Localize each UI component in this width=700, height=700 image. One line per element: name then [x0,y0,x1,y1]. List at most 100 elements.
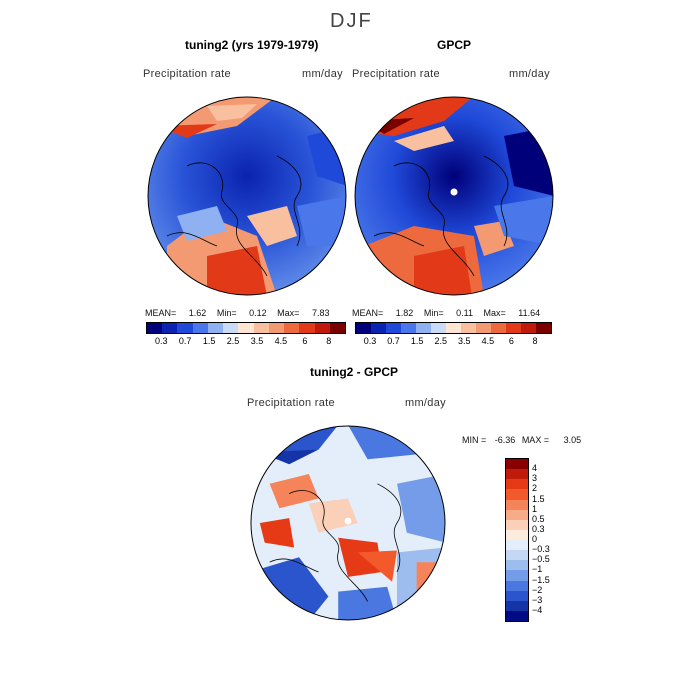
model-variable-label: Precipitation rate [143,68,231,80]
diff-max-label: MAX = [521,435,550,445]
colorbar-swatch [506,550,528,561]
colorbar-tick-label: −0.5 [532,554,550,565]
colorbar-swatch [177,323,193,333]
colorbar-swatch [401,323,416,333]
colorbar-tick-label: 2.5 [434,336,447,346]
diff-polar-map [250,425,446,621]
colorbar-tick-label: −2 [532,584,543,595]
obs-min-value: 0.11 [456,308,473,318]
colorbar-swatch [386,323,401,333]
colorbar-tick-label: −4 [532,604,543,615]
colorbar-swatch [506,580,528,591]
model-min-label: Min= [216,308,237,318]
colorbar-swatch [491,323,506,333]
obs-panel-title: GPCP [437,38,472,52]
colorbar-swatch [314,323,330,333]
colorbar-tick-label: −1 [532,564,543,575]
diff-variable-label: Precipitation rate [247,397,335,409]
diff-min-label: MIN = [462,435,487,445]
colorbar-tick-label: 4.5 [481,336,495,346]
diff-min-value: -6.36 [494,435,516,445]
obs-mean-value: 1.82 [395,308,414,318]
colorbar-swatch [506,509,528,520]
colorbar-swatch [506,570,528,581]
colorbar-tick-label: 0.7 [178,336,192,346]
colorbar-tick-label: 8 [326,336,332,346]
obs-units-label: mm/day [509,68,550,80]
colorbar-swatch [506,519,528,530]
colorbar-tick-label: 4 [532,463,538,474]
colorbar-tick-label: 0.3 [532,523,545,534]
model-polar-map [147,96,347,296]
model-mean-value: 1.62 [188,308,207,318]
colorbar-swatch [506,600,528,611]
colorbar-swatch [268,323,285,333]
colorbar-swatch [506,610,528,621]
model-colorbar [146,322,346,334]
colorbar-swatch [192,323,208,333]
colorbar-swatch [506,469,528,480]
colorbar-tick-label: 1.5 [202,336,216,346]
model-colorbar-ticks: 0.3 0.7 1.5 2.5 3.5 4.5 6 8 [146,336,344,348]
colorbar-tick-label: 3 [532,473,538,484]
colorbar-tick-label: 1 [532,503,538,514]
colorbar-swatch [147,323,163,333]
model-units-label: mm/day [302,68,343,80]
season-title: DJF [330,10,373,32]
colorbar-swatch [506,323,521,333]
diff-max-value: 3.05 [563,435,582,445]
colorbar-swatch [536,323,551,333]
colorbar-swatch [446,323,461,333]
colorbar-swatch [506,529,528,540]
colorbar-swatch [506,540,528,551]
colorbar-tick-label: 2 [532,483,538,494]
colorbar-tick-label: 3.5 [458,336,471,346]
obs-colorbar [355,322,552,334]
obs-max-value: 11.64 [518,308,541,318]
model-mean-label: MEAN= [145,308,177,318]
colorbar-swatch [506,479,528,490]
colorbar-tick-label: 0.3 [363,336,377,346]
colorbar-swatch [476,323,491,333]
colorbar-swatch [238,323,254,333]
colorbar-swatch [431,323,446,333]
colorbar-swatch [506,459,528,470]
colorbar-swatch [223,323,239,333]
diff-panel-title: tuning2 - GPCP [310,365,398,379]
colorbar-tick-label: 1.5 [532,493,545,504]
model-max-label: Max= [277,308,300,318]
colorbar-swatch [506,489,528,500]
diff-colorbar [505,458,529,622]
colorbar-swatch [506,590,528,601]
colorbar-swatch [284,323,300,333]
colorbar-swatch [416,323,431,333]
model-stats: MEAN= 1.62 Min= 0.12 Max= 7.83 [145,308,329,318]
colorbar-tick-label: 6 [508,336,514,346]
colorbar-swatch [207,323,224,333]
colorbar-swatch [506,560,528,571]
colorbar-tick-label: −1.5 [532,574,550,585]
colorbar-tick-label: 1.5 [410,336,424,346]
colorbar-tick-label: 0 [532,534,538,544]
obs-colorbar-ticks: 0.3 0.7 1.5 2.5 3.5 4.5 6 8 [355,336,550,348]
obs-mean-label: MEAN= [352,308,384,318]
colorbar-swatch [521,323,536,333]
colorbar-swatch [356,323,371,333]
colorbar-tick-label: 2.5 [226,336,240,346]
obs-max-label: Max= [483,308,506,318]
colorbar-tick-label: 4.5 [274,336,288,346]
colorbar-swatch [461,323,476,333]
colorbar-tick-label: −0.3 [532,544,550,555]
colorbar-tick-label: 8 [532,336,538,346]
colorbar-tick-label: 0.7 [387,336,400,346]
diff-colorbar-ticks: 4 3 2 1.5 1 0.5 0.3 0 −0.3 −0.5 −1 −1.5 −2 −3 −4 [532,458,572,620]
colorbar-swatch [329,323,346,333]
diff-units-label: mm/day [405,397,446,409]
colorbar-swatch [506,499,528,510]
obs-polar-map [354,96,554,296]
diff-stats: MIN = -6.36 MAX = 3.05 [462,435,581,445]
colorbar-tick-label: 6 [302,336,308,346]
obs-variable-label: Precipitation rate [352,68,440,80]
colorbar-swatch [253,323,269,333]
obs-stats: MEAN= 1.82 Min= 0.11 Max= 11.64 [352,308,540,318]
